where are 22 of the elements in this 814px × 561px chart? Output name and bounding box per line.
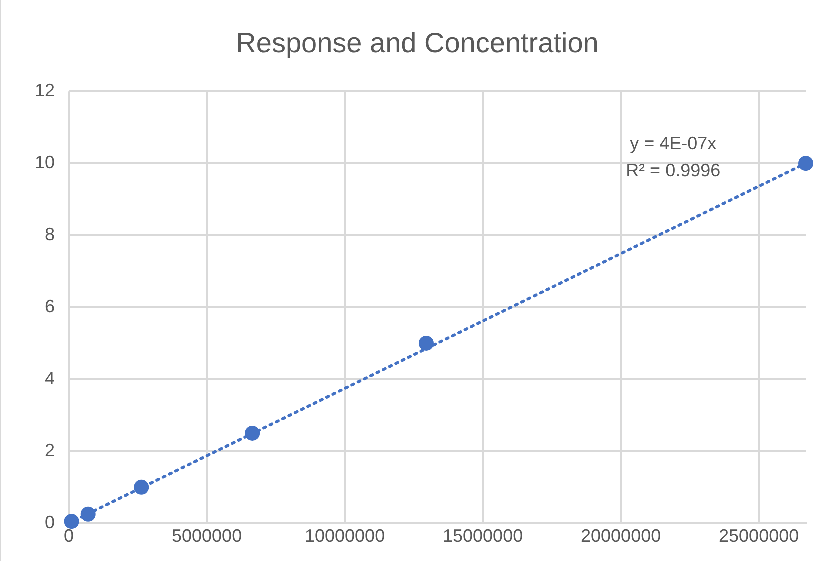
y-tick-label: 2 — [45, 440, 56, 460]
point — [64, 514, 80, 530]
y-tick-label: 12 — [34, 80, 56, 101]
point — [80, 506, 96, 522]
y-tick-label: 10 — [34, 152, 56, 173]
point — [245, 426, 260, 441]
x-tick-label: 25000000 — [719, 526, 800, 546]
point — [798, 156, 814, 172]
x-tick-label: 5000000 — [172, 526, 242, 546]
x-tick-label: 15000000 — [443, 526, 524, 546]
annotation: y = 4E-07x — [630, 134, 717, 154]
point — [418, 336, 434, 351]
x-tick-label: 20000000 — [581, 526, 662, 546]
chart-title: Response and Concentration — [236, 28, 599, 59]
point — [134, 480, 150, 495]
annotation: R² = 0.9996 — [626, 160, 721, 181]
y-tick-label: 4 — [45, 368, 56, 388]
y-tick-label: 8 — [45, 224, 56, 244]
x-tick-label: 0 — [64, 526, 74, 546]
x-tick-label: 10000000 — [304, 526, 386, 546]
y-tick-label: 6 — [45, 296, 56, 316]
y-tick-label: 0 — [45, 512, 56, 532]
